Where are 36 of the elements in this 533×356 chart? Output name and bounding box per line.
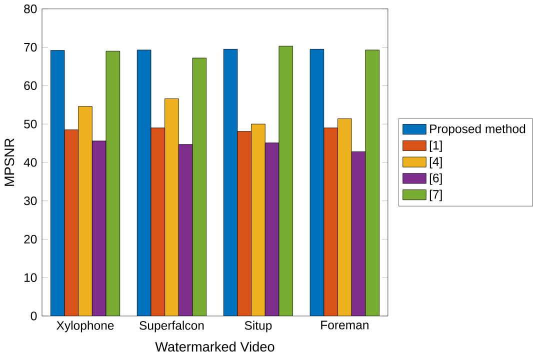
x-axis-title: Watermarked Video xyxy=(155,342,274,352)
bar xyxy=(324,128,338,316)
bar xyxy=(136,50,152,316)
bar xyxy=(64,130,79,316)
bar xyxy=(150,128,166,316)
bar xyxy=(164,98,179,316)
y-tick-label: 50 xyxy=(24,120,37,128)
legend-label: [7] xyxy=(430,190,442,202)
bar xyxy=(178,144,193,316)
bar xyxy=(351,151,366,316)
legend-label: [4] xyxy=(430,156,442,168)
x-tick-label: Xylophone xyxy=(56,320,114,332)
legend-label: [1] xyxy=(430,140,442,152)
y-tick-label: 60 xyxy=(24,81,37,90)
legend-label: [6] xyxy=(430,173,442,185)
legend-label: Proposed method xyxy=(430,124,526,136)
bar xyxy=(264,142,280,316)
x-tick-label: Superfalcon xyxy=(140,320,204,332)
bar xyxy=(310,48,324,316)
y-axis-title: MPSNR xyxy=(4,138,14,186)
x-tick-label: Foreman xyxy=(321,320,368,330)
bar xyxy=(237,131,252,316)
bar xyxy=(50,50,65,316)
y-tick-label: 20 xyxy=(24,234,37,244)
y-tick-label: 10 xyxy=(24,273,37,282)
bar xyxy=(251,124,266,316)
y-tick-label: 40 xyxy=(24,158,37,167)
x-tick-label: Situp xyxy=(244,320,272,332)
y-tick-label: 30 xyxy=(24,196,37,206)
y-tick-label: 0 xyxy=(30,312,37,320)
bar xyxy=(223,48,238,316)
y-tick-label: 70 xyxy=(24,42,37,52)
bar xyxy=(78,106,92,316)
bar xyxy=(338,118,352,316)
y-tick-label: 80 xyxy=(24,4,37,14)
bar xyxy=(92,140,106,316)
